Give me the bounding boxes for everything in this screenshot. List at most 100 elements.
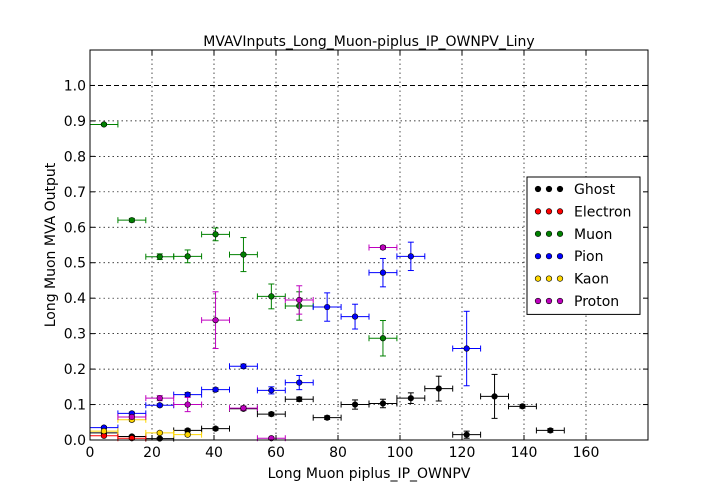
legend-label: Proton [574, 294, 619, 310]
data-point [212, 317, 219, 324]
legend-label: Electron [574, 204, 631, 220]
legend-marker [534, 297, 542, 305]
y-tick-label: 0.9 [64, 114, 86, 130]
data-point [184, 253, 191, 260]
legend-entry-electron: Electron [534, 204, 631, 220]
data-point [268, 387, 275, 394]
data-point [156, 253, 163, 260]
legend-marker [534, 208, 542, 215]
y-tick-label: 1.0 [64, 78, 86, 94]
data-point [156, 429, 163, 437]
y-tick-label: 0.7 [64, 185, 86, 201]
legend-entry-pion: Pion [534, 249, 603, 265]
legend-marker [556, 297, 564, 305]
x-tick-label: 20 [143, 445, 161, 461]
legend-marker [556, 185, 564, 193]
series-muon [89, 121, 398, 357]
x-tick-label: 140 [511, 445, 538, 461]
data-point [435, 385, 442, 392]
legend-entry-muon: Muon [534, 227, 612, 243]
legend-marker [545, 230, 553, 237]
legend-marker [534, 253, 542, 260]
plot-frame [89, 49, 649, 441]
x-tick-label: 40 [205, 445, 223, 461]
legend: Ghost Electron Muon Pion Kaon Proton [526, 176, 641, 315]
legend-marker [556, 230, 564, 237]
legend-box [526, 176, 641, 315]
chart-title: MVAVInputs_Long_Muon-piplus_IP_OWNPV_Lin… [203, 34, 534, 50]
y-tick-label: 0.6 [64, 220, 86, 236]
data-point [463, 345, 470, 352]
x-tick-label: 160 [573, 445, 600, 461]
y-axis-label: Long Muon MVA Output [43, 162, 59, 327]
data-point [379, 269, 387, 276]
legend-label: Pion [574, 249, 603, 265]
legend-label: Muon [574, 227, 612, 243]
legend-marker [556, 253, 564, 260]
legend-marker [534, 185, 542, 193]
data-point [128, 217, 135, 224]
data-series [89, 121, 565, 442]
y-tick-label: 0.3 [64, 327, 86, 343]
data-point [268, 293, 275, 300]
data-point [268, 411, 275, 418]
legend-marker [545, 185, 553, 193]
data-point [296, 396, 303, 403]
x-tick-label: 100 [387, 445, 414, 461]
legend-marker [534, 275, 542, 282]
legend-marker [534, 230, 542, 237]
data-point [100, 121, 108, 128]
data-point [296, 379, 303, 386]
data-point [351, 401, 359, 408]
legend-entry-kaon: Kaon [534, 272, 609, 288]
data-point [379, 400, 387, 407]
data-point [156, 435, 163, 442]
data-point [128, 413, 135, 421]
data-point [212, 425, 219, 432]
y-tick-label: 0.4 [64, 291, 86, 307]
legend-label: Ghost [574, 182, 616, 198]
legend-marker [545, 253, 553, 260]
data-point [519, 403, 526, 410]
x-tick-label: 60 [267, 445, 285, 461]
data-point [379, 335, 387, 342]
legend-entry-proton: Proton [534, 294, 619, 310]
data-point [324, 414, 331, 421]
x-tick-label: 80 [329, 445, 347, 461]
y-tick-label: 0.5 [64, 256, 86, 272]
x-tick-label: 0 [86, 445, 95, 461]
data-point [100, 428, 108, 435]
data-point [212, 231, 219, 238]
y-tick-label: 0.0 [64, 433, 86, 449]
data-point [379, 244, 387, 251]
y-tick-label: 0.2 [64, 362, 86, 378]
data-point [407, 253, 414, 260]
legend-label: Kaon [574, 272, 609, 288]
series-ghost [89, 373, 565, 442]
data-point [407, 395, 414, 402]
data-point [184, 401, 191, 408]
x-axis-label: Long Muon piplus_IP_OWNPV [268, 466, 471, 482]
axis-ticks: 0 20 40 60 80 100 120 140 160 0.0 0.1 0.2 0.3 0.4 0.5 0… [64, 50, 648, 461]
legend-marker [545, 208, 553, 215]
legend-marker [545, 275, 553, 282]
y-tick-label: 0.8 [64, 149, 86, 165]
legend-marker [556, 208, 564, 215]
data-point [240, 404, 247, 412]
data-point [547, 427, 554, 434]
legend-entry-ghost: Ghost [534, 182, 616, 198]
data-point [491, 393, 498, 400]
y-tick-label: 0.1 [64, 398, 86, 414]
data-point [184, 391, 191, 398]
legend-marker [556, 275, 564, 282]
data-point [184, 431, 191, 438]
legend-marker [545, 297, 553, 305]
data-point [240, 251, 247, 258]
data-point [324, 303, 331, 311]
data-point [240, 363, 247, 370]
data-point [351, 313, 359, 320]
data-point [156, 402, 163, 409]
data-point [156, 395, 163, 402]
data-point [463, 431, 470, 438]
